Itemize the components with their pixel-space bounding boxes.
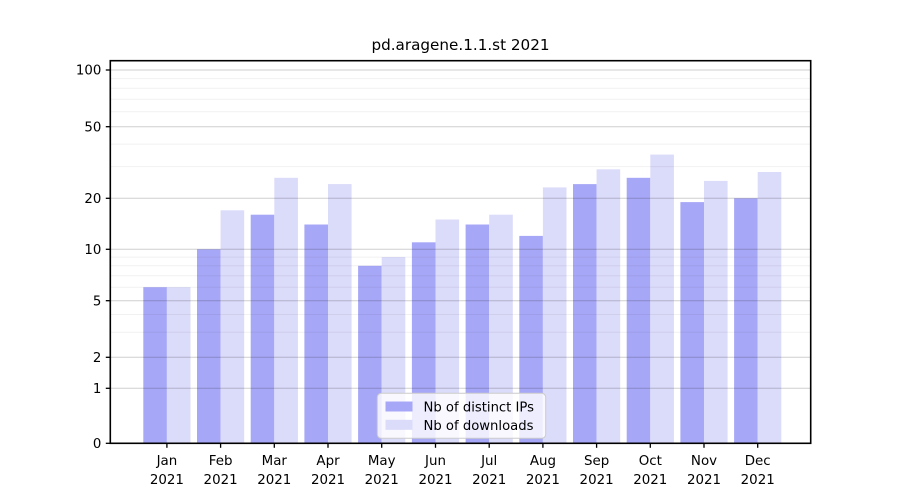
bar-dec-distinct-ips xyxy=(734,198,758,444)
x-tick-label-aug-year: 2021 xyxy=(526,473,560,488)
bar-jul-downloads xyxy=(489,214,513,444)
x-tick-label-oct-year: 2021 xyxy=(633,473,667,488)
bar-apr-downloads xyxy=(328,184,352,444)
x-tick-label-jun-year: 2021 xyxy=(418,473,452,488)
x-tick-label-jan-year: 2021 xyxy=(150,473,184,488)
x-tick-label-dec-year: 2021 xyxy=(741,473,775,488)
x-tick-label-nov-year: 2021 xyxy=(687,473,721,488)
bar-feb-distinct-ips xyxy=(197,249,221,444)
bar-jun-downloads xyxy=(435,219,460,444)
bar-may-distinct-ips xyxy=(358,265,382,444)
legend-label-distinct-ips: Nb of distinct IPs xyxy=(424,401,535,416)
y-tick-label-5: 5 xyxy=(93,294,101,309)
y-tick-label-100: 100 xyxy=(76,64,101,79)
x-tick-label-apr-year: 2021 xyxy=(311,473,345,488)
plot-area-border xyxy=(109,59,812,445)
x-tick-label-mar-year: 2021 xyxy=(257,473,291,488)
bar-oct-downloads xyxy=(650,154,674,444)
bar-aug-distinct-ips xyxy=(519,235,543,444)
x-tick-label-aug: Aug xyxy=(530,454,556,469)
axis-ticks xyxy=(105,69,759,448)
bar-jan-distinct-ips xyxy=(143,287,167,444)
gridlines-major xyxy=(110,69,811,389)
bar-aug-downloads xyxy=(542,187,567,444)
y-tick-label-50: 50 xyxy=(84,120,101,135)
bar-dec-downloads xyxy=(757,172,782,444)
x-tick-label-may-year: 2021 xyxy=(365,473,399,488)
gridlines-minor xyxy=(110,78,811,333)
bar-nov-downloads xyxy=(704,180,728,444)
bar-jan-downloads xyxy=(166,287,191,444)
x-tick-label-dec: Dec xyxy=(745,454,771,469)
x-tick-label-jun: Jun xyxy=(424,454,446,469)
legend-swatch-downloads xyxy=(385,419,413,430)
legend: Nb of distinct IPs Nb of downloads xyxy=(376,392,547,439)
x-tick-label-nov: Nov xyxy=(691,454,717,469)
bars xyxy=(143,154,782,444)
y-tick-label-0: 0 xyxy=(93,437,101,452)
bar-feb-downloads xyxy=(220,210,245,444)
x-tick-label-mar: Mar xyxy=(262,454,288,469)
axis-tick-labels: 0 1 2 5 10 20 50 100 Jan 2021 Feb 2021 Mar 2021 Apr 202… xyxy=(76,64,775,488)
x-tick-label-oct: Oct xyxy=(639,454,662,469)
bar-jul-distinct-ips xyxy=(465,224,490,444)
bar-apr-distinct-ips xyxy=(304,224,328,444)
x-tick-label-sep: Sep xyxy=(584,454,609,469)
chart-title: pd.aragene.1.1.st 2021 xyxy=(371,36,549,54)
y-tick-label-20: 20 xyxy=(84,192,101,207)
bar-mar-distinct-ips xyxy=(250,214,275,444)
bar-sep-downloads xyxy=(596,169,621,444)
legend-box xyxy=(376,392,547,439)
x-tick-label-apr: Apr xyxy=(316,454,340,469)
x-tick-label-feb: Feb xyxy=(209,454,233,469)
legend-swatch-distinct-ips xyxy=(385,401,413,412)
x-tick-label-sep-year: 2021 xyxy=(580,473,614,488)
bar-oct-distinct-ips xyxy=(626,177,651,444)
bar-mar-downloads xyxy=(274,177,298,444)
y-tick-label-2: 2 xyxy=(93,351,101,366)
x-tick-label-feb-year: 2021 xyxy=(204,473,238,488)
x-tick-label-jan: Jan xyxy=(156,454,178,469)
legend-label-downloads: Nb of downloads xyxy=(424,419,534,434)
x-tick-label-may: May xyxy=(368,454,396,469)
y-tick-label-1: 1 xyxy=(93,382,101,397)
x-tick-label-jul: Jul xyxy=(480,454,497,469)
bar-nov-distinct-ips xyxy=(680,202,704,444)
bar-sep-distinct-ips xyxy=(573,184,597,444)
x-tick-label-jul-year: 2021 xyxy=(472,473,506,488)
y-tick-label-10: 10 xyxy=(84,243,101,258)
